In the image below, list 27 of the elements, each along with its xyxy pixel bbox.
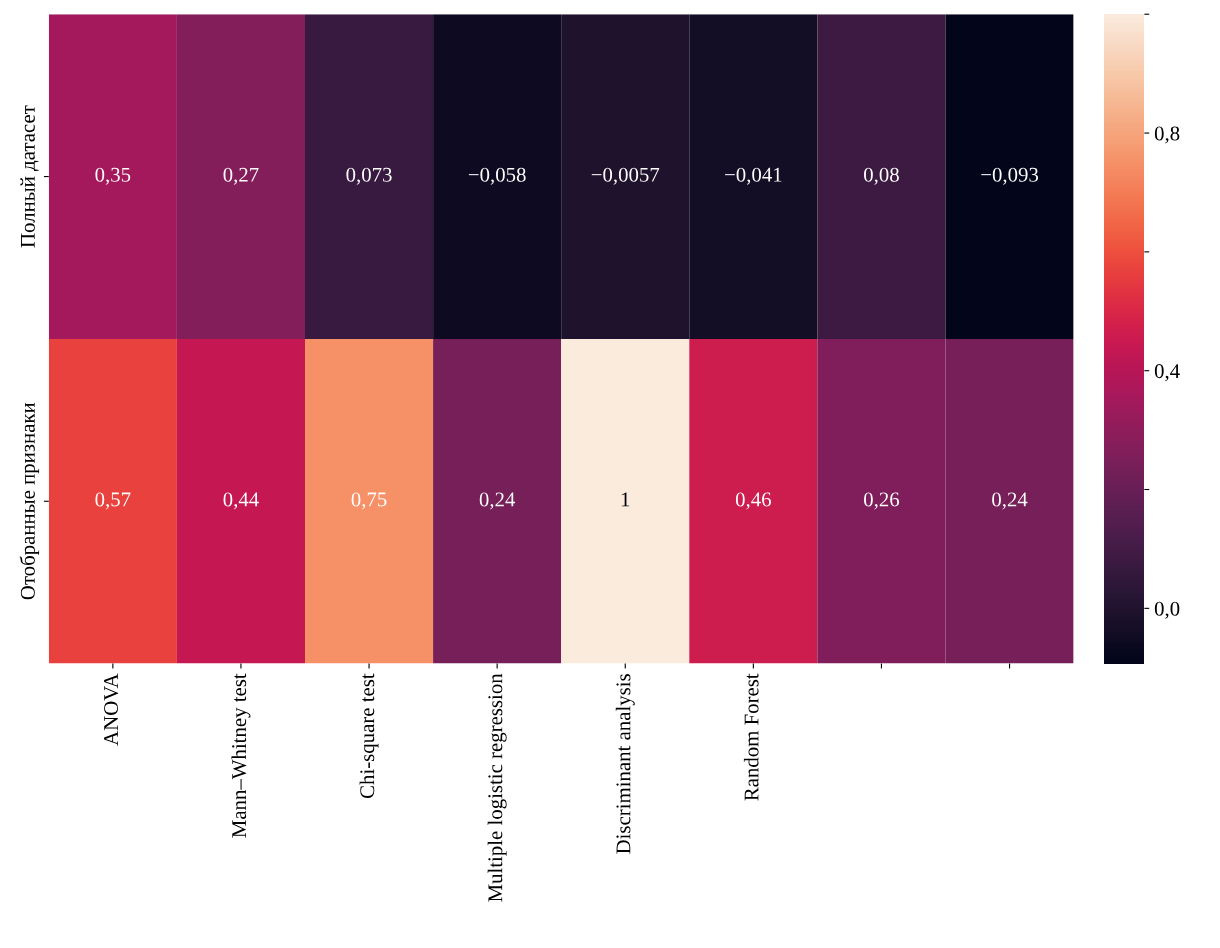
data-label: 0,24 bbox=[992, 492, 1028, 510]
x-tick-label: Discriminant analysis bbox=[615, 674, 635, 854]
data-label: −0,058 bbox=[468, 167, 526, 185]
data-label: 0,27 bbox=[223, 167, 259, 185]
data-label: 0,35 bbox=[95, 167, 131, 185]
x-tick-label: Chi-square test bbox=[359, 673, 379, 799]
data-label: 0,073 bbox=[346, 167, 392, 185]
data-label: −0,0057 bbox=[591, 167, 660, 185]
y-tick-label: Полный датасет bbox=[20, 105, 39, 248]
data-label: 0,57 bbox=[95, 492, 131, 510]
data-label: −0,041 bbox=[725, 167, 782, 185]
x-tick-label: Mann–Whitney test bbox=[231, 673, 251, 838]
data-label: −0,093 bbox=[981, 167, 1039, 185]
x-tick-label: Multiple logistic regression bbox=[487, 673, 507, 902]
x-tick-label: ANOVA bbox=[104, 673, 119, 746]
data-label: 0,44 bbox=[223, 492, 259, 510]
color-bar-label: 0,0 bbox=[1154, 601, 1180, 619]
data-label: 0,24 bbox=[479, 492, 516, 510]
y-tick-label: Отобранные признаки bbox=[19, 402, 40, 600]
color-bar-label: 0,4 bbox=[1154, 364, 1180, 382]
x-tick-label: Random Forest bbox=[743, 673, 759, 801]
data-label: 0,26 bbox=[864, 492, 900, 510]
data-label: 1 bbox=[621, 492, 630, 507]
data-label: 0,46 bbox=[735, 492, 771, 510]
data-label: 0,75 bbox=[351, 492, 387, 510]
data-label: 0,08 bbox=[864, 167, 899, 185]
color-bar-label: 0,8 bbox=[1154, 126, 1180, 144]
